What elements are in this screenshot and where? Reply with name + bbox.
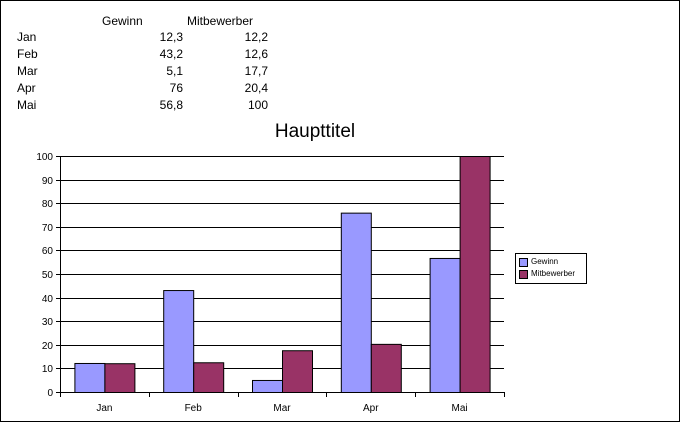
table-row-label: Feb xyxy=(17,47,38,61)
table-cell-mitbewerber: 20,4 xyxy=(244,81,268,95)
x-tick-label: Feb xyxy=(185,403,203,414)
y-tick-label: 30 xyxy=(42,317,54,328)
legend-label-gewinn: Gewinn xyxy=(531,257,559,266)
table-row-label: Mar xyxy=(17,64,38,78)
x-tick-label: Mai xyxy=(452,403,468,414)
chart-legend: Gewinn Mitbewerber xyxy=(515,253,587,284)
x-tick-label: Mar xyxy=(273,403,291,414)
table-header-mitbewerber: Mitbewerber xyxy=(187,14,254,28)
x-tick-label: Apr xyxy=(363,403,379,414)
table-cell-gewinn: 76 xyxy=(169,81,183,95)
table-cell-mitbewerber: 100 xyxy=(247,98,268,112)
table-header-gewinn: Gewinn xyxy=(102,14,143,28)
y-tick-label: 10 xyxy=(42,364,54,375)
y-tick-label: 0 xyxy=(47,388,53,399)
y-tick-label: 70 xyxy=(42,223,54,234)
table-row-label: Apr xyxy=(17,81,36,95)
legend-label-mitbewerber: Mitbewerber xyxy=(531,269,576,278)
table-cell-mitbewerber: 12,6 xyxy=(244,47,268,61)
y-tick-label: 50 xyxy=(42,270,54,281)
bar-mitbewerber-mai xyxy=(459,156,491,393)
table-cell-mitbewerber: 12,2 xyxy=(244,30,268,44)
bar-gewinn-apr xyxy=(340,212,372,393)
bar-mitbewerber-feb xyxy=(193,362,225,394)
table-row-label: Mai xyxy=(17,98,37,112)
bar-mitbewerber-jan xyxy=(104,363,136,394)
y-tick-label: 100 xyxy=(36,152,53,163)
bar-mitbewerber-apr xyxy=(370,343,402,393)
legend-swatch-mitbewerber xyxy=(519,270,528,279)
table-cell-gewinn: 5,1 xyxy=(166,64,183,78)
y-tick-label: 60 xyxy=(42,246,54,257)
table-cell-gewinn: 43,2 xyxy=(159,47,183,61)
y-tick-label: 80 xyxy=(42,199,54,210)
table-cell-gewinn: 12,3 xyxy=(159,30,183,44)
table-cell-mitbewerber: 17,7 xyxy=(244,64,268,78)
table-cell-gewinn: 56,8 xyxy=(159,98,183,112)
bar-mitbewerber-mar xyxy=(282,350,313,393)
bar-gewinn-mar xyxy=(252,379,283,393)
y-tick-label: 20 xyxy=(42,341,54,352)
y-tick-label: 90 xyxy=(42,176,54,187)
y-tick-label: 40 xyxy=(42,294,54,305)
legend-swatch-gewinn xyxy=(519,258,528,267)
x-tick-label: Jan xyxy=(96,403,112,414)
bar-gewinn-mai xyxy=(429,257,461,393)
bar-gewinn-jan xyxy=(74,362,106,393)
bar-gewinn-feb xyxy=(163,290,195,394)
chart-title: Haupttitel xyxy=(274,121,356,142)
table-row-label: Jan xyxy=(17,30,37,44)
